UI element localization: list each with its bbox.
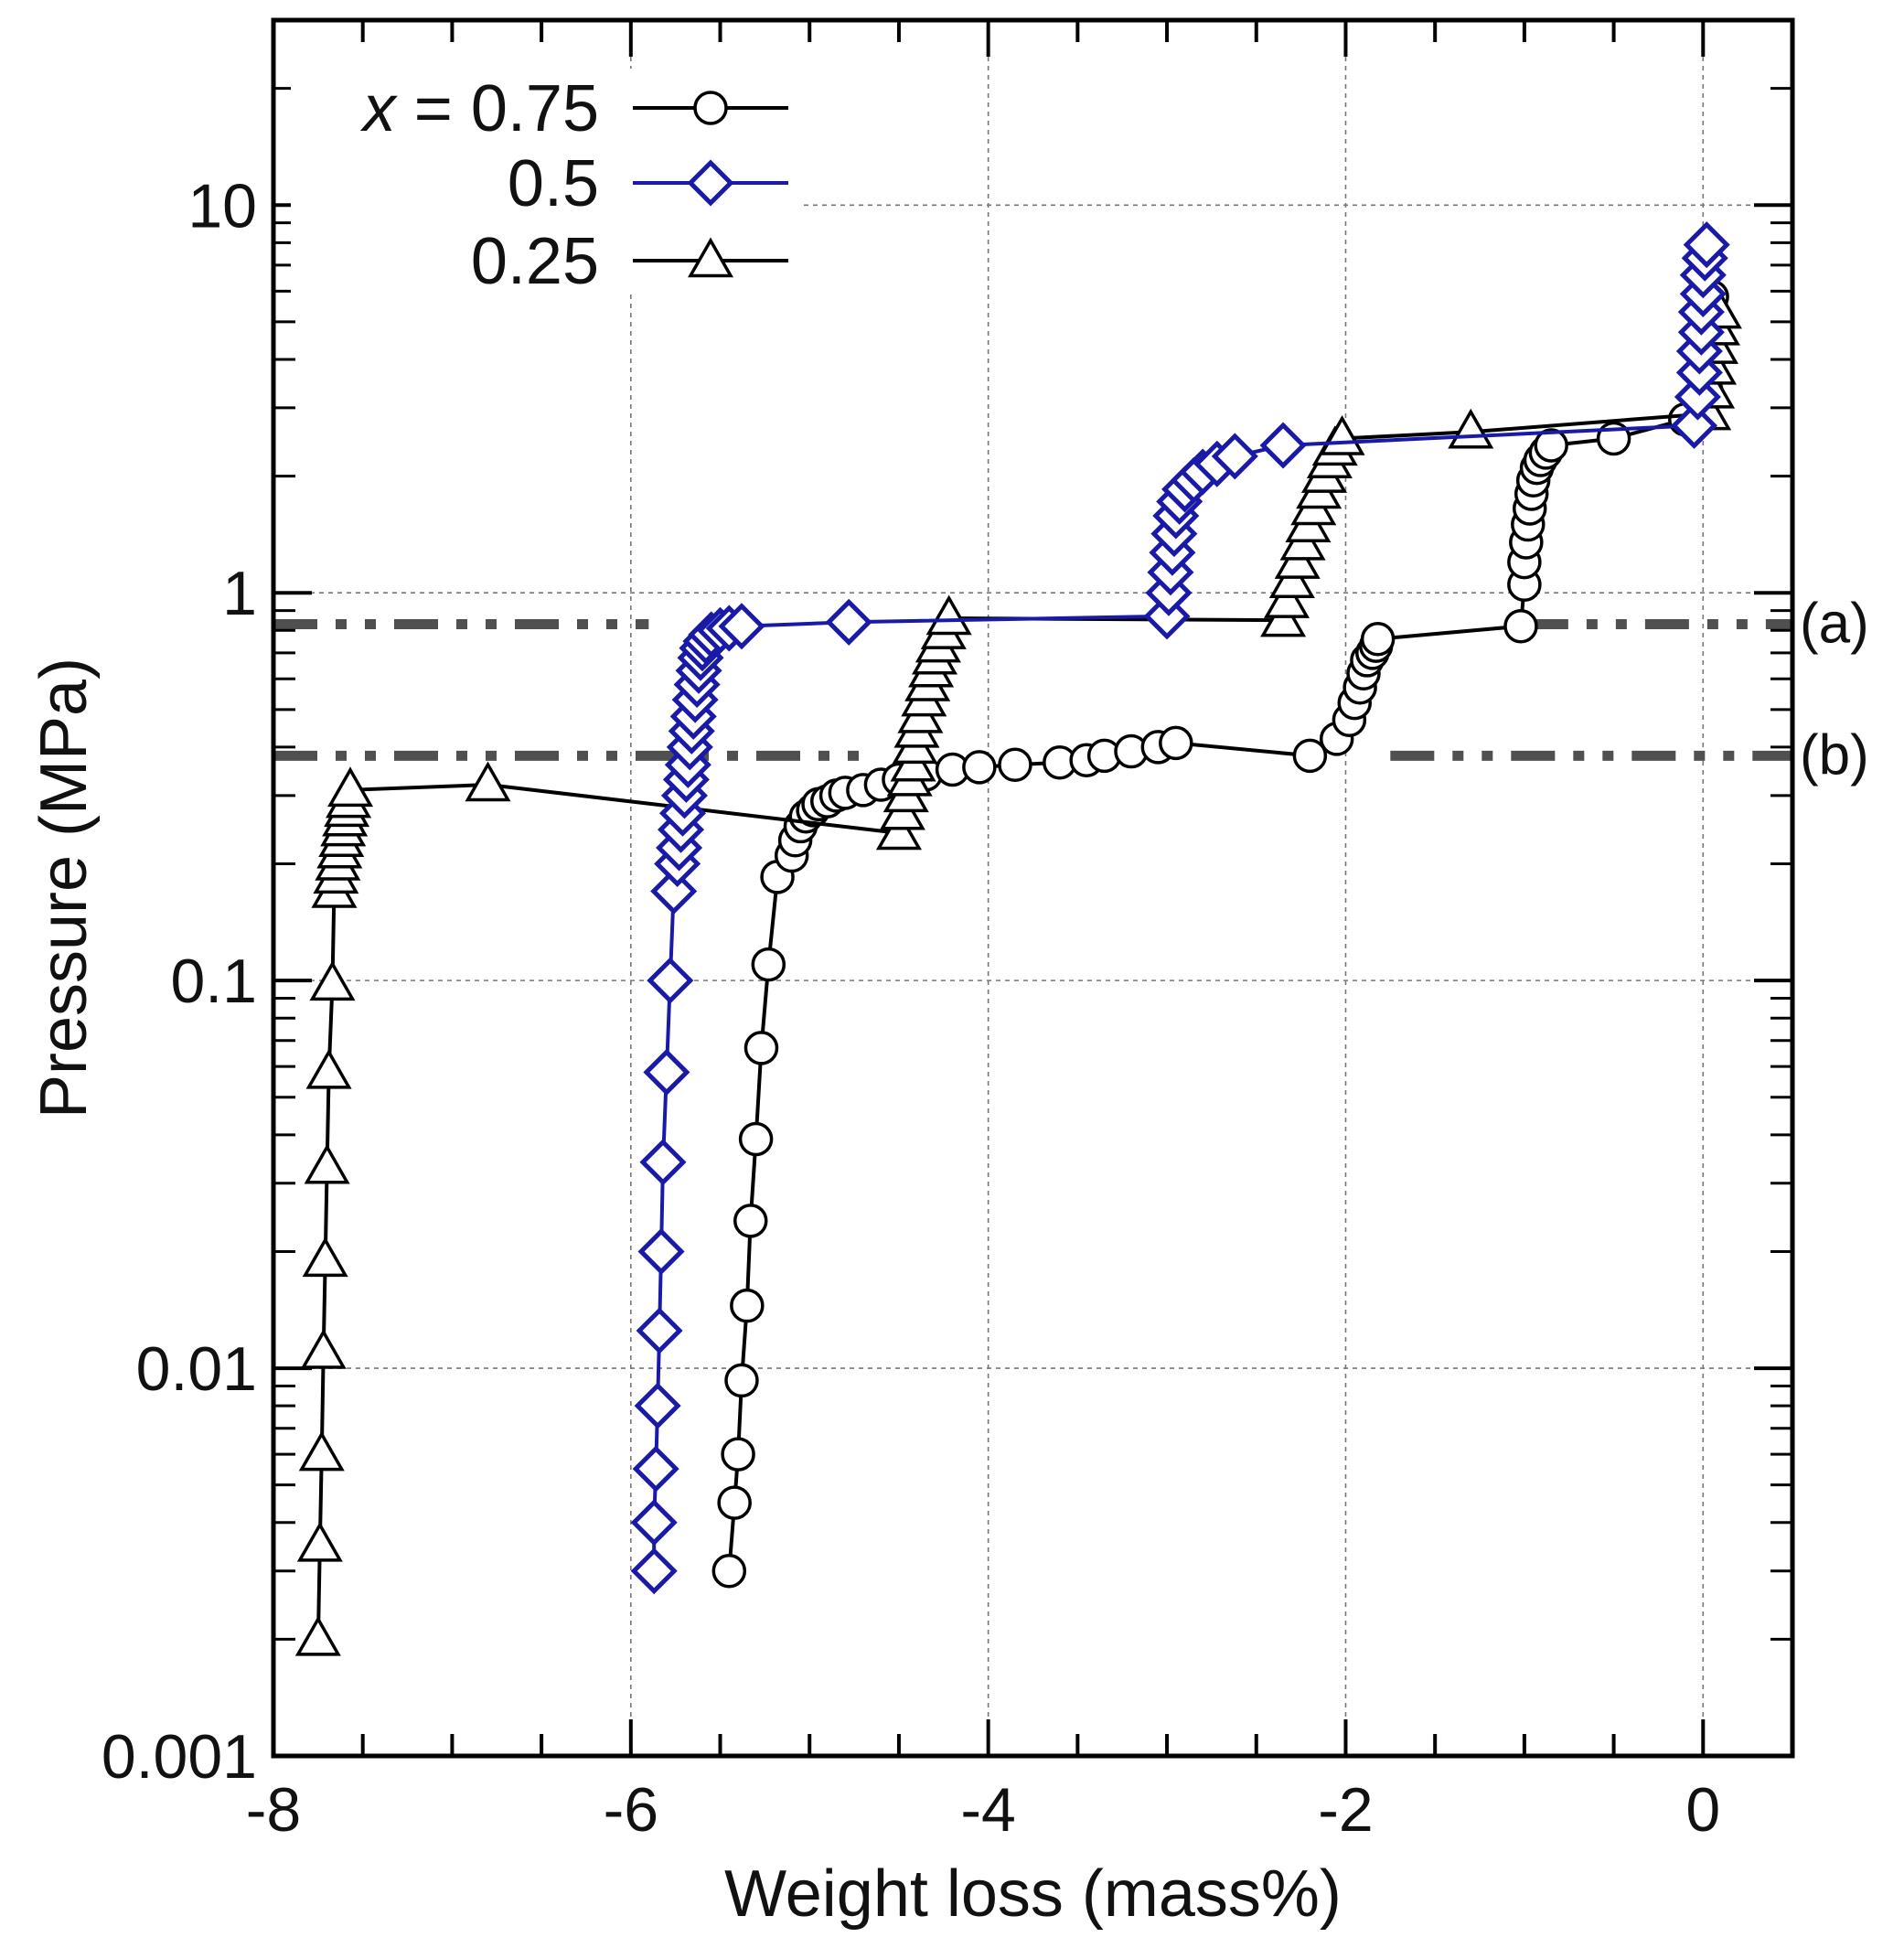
data-point-circle xyxy=(717,1485,752,1520)
reference-lines xyxy=(273,619,1792,761)
data-point-circle xyxy=(693,91,728,125)
reference-label-b: (b) xyxy=(1800,723,1869,787)
legend: x = 0.75 0.5 0.25 xyxy=(291,69,803,298)
data-point-triangle xyxy=(875,809,922,851)
data-point-triangle xyxy=(309,960,356,1001)
data-point-diamond xyxy=(647,957,694,1004)
x-tick-label: -6 xyxy=(604,1775,658,1845)
data-point-diamond xyxy=(1683,221,1730,269)
data-point-circle xyxy=(724,1363,759,1398)
data-point-triangle xyxy=(465,761,511,802)
data-point-circle xyxy=(751,947,786,982)
data-point-circle xyxy=(738,1121,774,1157)
data-point-triangle xyxy=(294,1615,341,1656)
data-point-triangle xyxy=(300,1328,347,1369)
data-point-diamond xyxy=(639,1139,687,1186)
data-point-circle xyxy=(743,1031,779,1065)
data-point-triangle xyxy=(687,237,734,278)
data-point-triangle xyxy=(304,1143,350,1184)
data-point-diamond xyxy=(1259,422,1307,469)
data-point-triangle xyxy=(925,594,972,636)
data-point-diamond xyxy=(1211,433,1258,480)
y-tick-label: 0.1 xyxy=(170,947,257,1016)
data-point-diamond xyxy=(718,603,765,650)
x-tick-label: 0 xyxy=(1685,1775,1720,1845)
data-point-circle xyxy=(962,750,997,785)
data-point-diamond xyxy=(630,1499,678,1547)
legend-variable: x xyxy=(360,72,399,145)
legend-label-0-25: 0.25 xyxy=(471,225,599,298)
y-tick-label: 1 xyxy=(222,559,257,628)
data-point-circle xyxy=(711,1553,747,1589)
series-layer xyxy=(294,221,1742,1656)
data-point-triangle xyxy=(298,1430,345,1472)
series-x-0-25 xyxy=(294,288,1742,1656)
data-point-triangle xyxy=(1268,558,1315,598)
data-point-circle xyxy=(721,1437,755,1472)
plot-frame xyxy=(271,17,1795,1759)
y-tick-label: 0.001 xyxy=(102,1722,257,1792)
data-point-triangle xyxy=(302,1236,348,1278)
data-point-circle xyxy=(1292,738,1328,774)
data-point-triangle xyxy=(296,1521,343,1562)
series-x-0-5 xyxy=(630,221,1730,1595)
legend-label-0-5: 0.5 xyxy=(508,147,599,220)
y-tick-label: 10 xyxy=(187,171,257,241)
data-point-circle xyxy=(733,1204,768,1238)
legend-equals: = xyxy=(396,72,471,145)
data-point-circle xyxy=(730,1288,765,1323)
data-point-diamond xyxy=(636,1307,683,1354)
legend-swatches xyxy=(633,91,788,278)
data-point-circle xyxy=(1503,608,1538,644)
legend-label-0-75: x = 0.75 xyxy=(360,72,599,145)
legend-value: 0.75 xyxy=(471,72,599,145)
y-tick-label: 0.01 xyxy=(136,1334,257,1404)
reference-label-a: (a) xyxy=(1800,593,1869,656)
data-point-diamond xyxy=(637,1227,685,1275)
data-point-circle xyxy=(1534,428,1568,463)
data-point-diamond xyxy=(1670,401,1718,449)
x-axis-title: Weight loss (mass%) xyxy=(724,1857,1342,1931)
x-tick-label: -4 xyxy=(960,1775,1015,1845)
data-point-triangle xyxy=(327,766,374,808)
data-point-triangle xyxy=(1263,578,1310,618)
x-tick-label: -2 xyxy=(1318,1775,1373,1845)
x-tick-labels: -8 -6 -4 -2 0 xyxy=(246,1775,1720,1845)
data-point-circle xyxy=(1360,621,1396,657)
data-point-diamond xyxy=(632,1445,679,1493)
y-axis-title: Pressure (MPa) xyxy=(27,658,101,1118)
data-point-diamond xyxy=(630,1547,678,1595)
data-point-circle xyxy=(998,747,1032,783)
data-point-diamond xyxy=(634,1382,681,1429)
x-tick-label: -8 xyxy=(246,1775,301,1845)
data-point-diamond xyxy=(643,1048,690,1096)
data-point-diamond xyxy=(825,598,872,646)
data-point-circle xyxy=(1159,725,1193,761)
data-point-diamond xyxy=(650,867,698,915)
data-point-diamond xyxy=(687,159,734,207)
y-tick-labels: 0.001 0.01 0.1 1 10 xyxy=(102,171,257,1792)
reference-labels: (a) (b) xyxy=(1800,593,1869,787)
data-point-triangle xyxy=(305,1048,352,1089)
